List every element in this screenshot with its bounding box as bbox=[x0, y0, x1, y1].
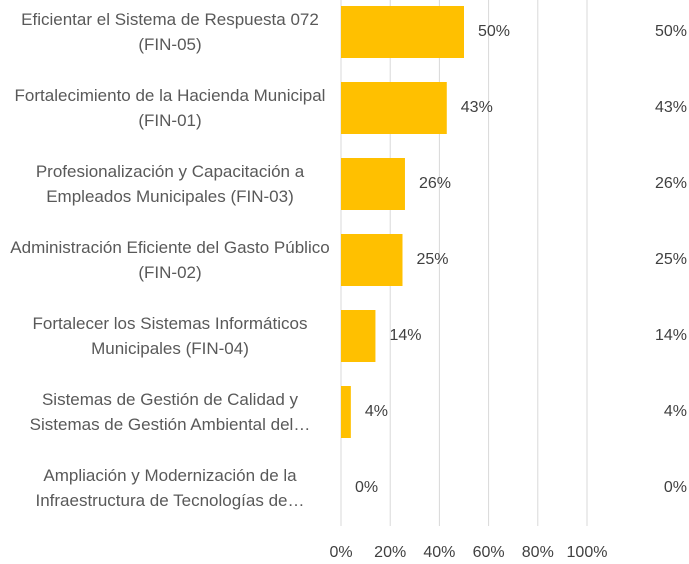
y-tick-label: Eficientar el Sistema de Respuesta 072 (… bbox=[21, 10, 319, 54]
y-tick-label: Profesionalización y Capacitación a Empl… bbox=[35, 162, 305, 206]
data-label: 14% bbox=[655, 327, 687, 344]
bar bbox=[341, 82, 447, 134]
x-tick-label: 20% bbox=[374, 544, 406, 561]
bar bbox=[341, 6, 464, 58]
data-label: 50% bbox=[478, 23, 510, 40]
data-label: 25% bbox=[655, 251, 687, 268]
data-label: 25% bbox=[417, 251, 449, 268]
bar bbox=[341, 234, 403, 286]
bar bbox=[341, 386, 351, 438]
data-label: 0% bbox=[355, 479, 378, 496]
bar bbox=[341, 158, 405, 210]
y-tick-label: Sistemas de Gestión de Calidad y Sistema… bbox=[29, 390, 311, 434]
data-label: 0% bbox=[664, 479, 687, 496]
data-label: 43% bbox=[655, 99, 687, 116]
y-tick-label: Fortalecimiento de la Hacienda Municipal… bbox=[14, 86, 326, 130]
x-tick-label: 0% bbox=[329, 544, 352, 561]
x-tick-label: 80% bbox=[522, 544, 554, 561]
data-label: 4% bbox=[365, 403, 388, 420]
data-label: 43% bbox=[461, 99, 493, 116]
data-label: 4% bbox=[664, 403, 687, 420]
data-label: 50% bbox=[655, 23, 687, 40]
x-tick-label: 100% bbox=[567, 544, 608, 561]
data-label: 26% bbox=[655, 175, 687, 192]
bar bbox=[341, 310, 376, 362]
x-tick-label: 60% bbox=[473, 544, 505, 561]
y-tick-label: Fortalecer los Sistemas Informáticos Mun… bbox=[32, 314, 308, 358]
y-tick-label: Administración Eficiente del Gasto Públi… bbox=[10, 238, 330, 282]
x-tick-label: 40% bbox=[423, 544, 455, 561]
data-label: 14% bbox=[389, 327, 421, 344]
data-label: 26% bbox=[419, 175, 451, 192]
y-tick-label: Ampliación y Modernización de la Infraes… bbox=[35, 466, 305, 510]
